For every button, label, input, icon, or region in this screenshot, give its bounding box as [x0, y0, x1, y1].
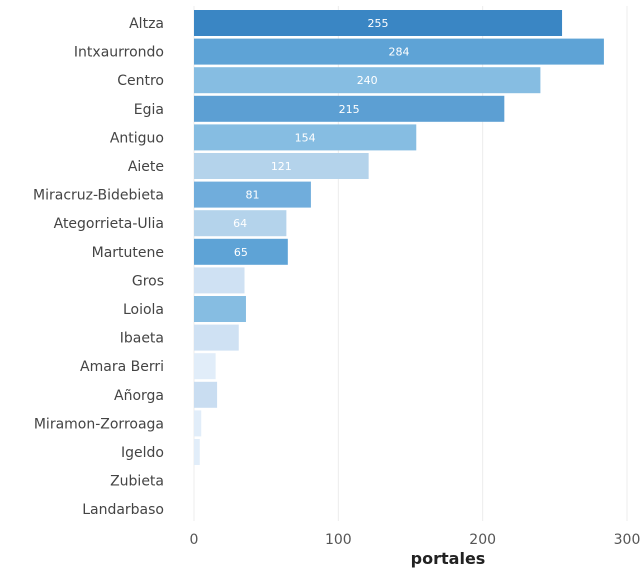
- category-label: Antiguo: [110, 130, 164, 146]
- category-label: Egia: [134, 102, 164, 118]
- category-label: Martutene: [92, 245, 164, 261]
- category-label: Miramon-Zorroaga: [34, 416, 164, 432]
- x-tick-label: 0: [190, 532, 199, 548]
- bar: [194, 353, 216, 380]
- bar-value-label: 240: [357, 74, 378, 87]
- bar-value-label: 64: [233, 217, 247, 230]
- category-label: Igeldo: [121, 445, 164, 461]
- category-label: Altza: [129, 16, 164, 32]
- category-label: Miracruz-Bidebieta: [33, 188, 164, 204]
- bar-value-label: 81: [245, 189, 259, 202]
- bar: [194, 324, 239, 351]
- category-label: Centro: [117, 73, 164, 89]
- bar-value-label: 255: [368, 17, 389, 30]
- x-tick-label: 100: [325, 532, 352, 548]
- bar: [194, 267, 245, 294]
- bar-value-label: 215: [339, 103, 360, 116]
- category-label: Loiola: [123, 302, 164, 318]
- bar: [194, 153, 369, 179]
- bar: [194, 67, 541, 94]
- category-label: Gros: [132, 273, 164, 289]
- bar: [194, 296, 246, 322]
- bar: [194, 210, 287, 237]
- category-label: Landarbaso: [82, 502, 164, 518]
- bar: [194, 439, 200, 465]
- bar-value-label: 65: [234, 246, 248, 259]
- category-label: Zubieta: [110, 474, 164, 490]
- bar: [194, 124, 417, 151]
- category-label: Amara Berri: [80, 359, 164, 375]
- bar: [194, 10, 563, 36]
- bar: [194, 410, 202, 437]
- bar: [194, 381, 218, 408]
- category-label: Ibaeta: [120, 331, 164, 347]
- category-label: Añorga: [114, 388, 164, 404]
- bar-value-label: 154: [295, 131, 316, 144]
- bar: [194, 181, 311, 208]
- bar: [194, 238, 288, 265]
- category-label: Intxaurrondo: [74, 45, 164, 61]
- x-axis-title: portales: [411, 549, 486, 568]
- bar-value-label: 121: [271, 160, 292, 173]
- x-tick-label: 200: [469, 532, 496, 548]
- category-label: Ategorrieta-Ulia: [54, 216, 164, 232]
- x-tick-label: 300: [614, 532, 641, 548]
- bar-value-label: 284: [388, 46, 409, 59]
- category-label: Aiete: [128, 159, 164, 175]
- bar: [194, 38, 604, 65]
- bar: [194, 95, 505, 122]
